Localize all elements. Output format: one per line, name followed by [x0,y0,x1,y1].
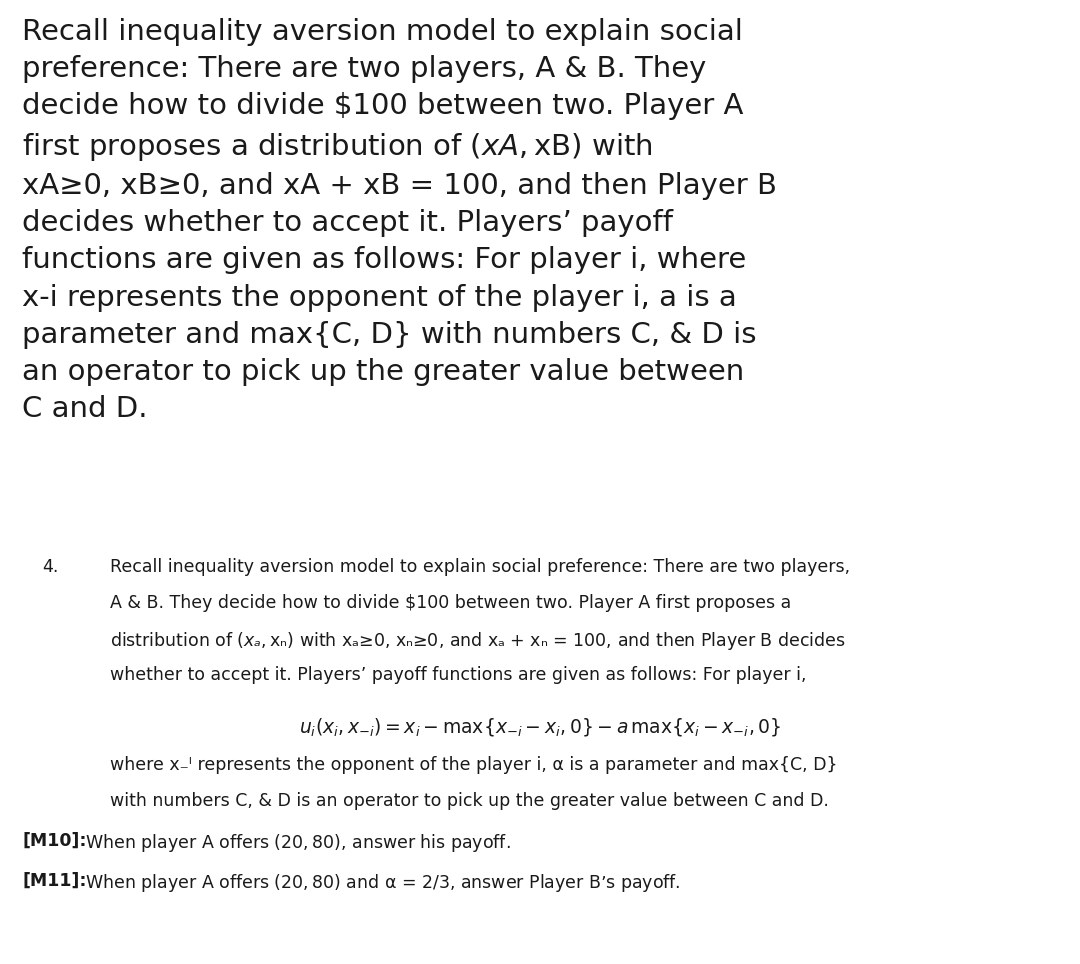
Text: Recall inequality aversion model to explain social preference: There are two pla: Recall inequality aversion model to expl… [110,558,850,576]
Text: 4.: 4. [42,558,58,576]
Text: with numbers C, & D is an operator to pick up the greater value between C and D.: with numbers C, & D is an operator to pi… [110,792,828,810]
Text: where x₋ᴵ represents the opponent of the player i, α is a parameter and max{C, D: where x₋ᴵ represents the opponent of the… [110,756,837,774]
Text: Recall inequality aversion model to explain social
preference: There are two pla: Recall inequality aversion model to expl… [22,18,777,423]
Text: whether to accept it. Players’ payoff functions are given as follows: For player: whether to accept it. Players’ payoff fu… [110,666,807,684]
Text: $u_i(x_i, x_{-i}) = x_i - \mathrm{max}\{x_{-i} - x_i, 0\} - a\,\mathrm{max}\{x_i: $u_i(x_i, x_{-i}) = x_i - \mathrm{max}\{… [299,716,781,738]
Text: distribution of ($xₐ, $xₙ) with xₐ≥0, xₙ≥0, and xₐ + xₙ = 100, and then Player B: distribution of ($xₐ, $xₙ) with xₐ≥0, xₙ… [110,630,846,652]
Text: [M11]:: [M11]: [22,872,86,890]
Text: A & B. They decide how to divide $100 between two. Player A first proposes a: A & B. They decide how to divide $100 be… [110,594,792,612]
Text: [M10]:: [M10]: [22,832,86,850]
Text: When player A offers ($20, $80) and α = 2/3, answer Player B’s payoff.: When player A offers ($20, $80) and α = … [80,872,680,894]
Text: When player A offers ($20, $80), answer his payoff.: When player A offers ($20, $80), answer … [80,832,511,854]
